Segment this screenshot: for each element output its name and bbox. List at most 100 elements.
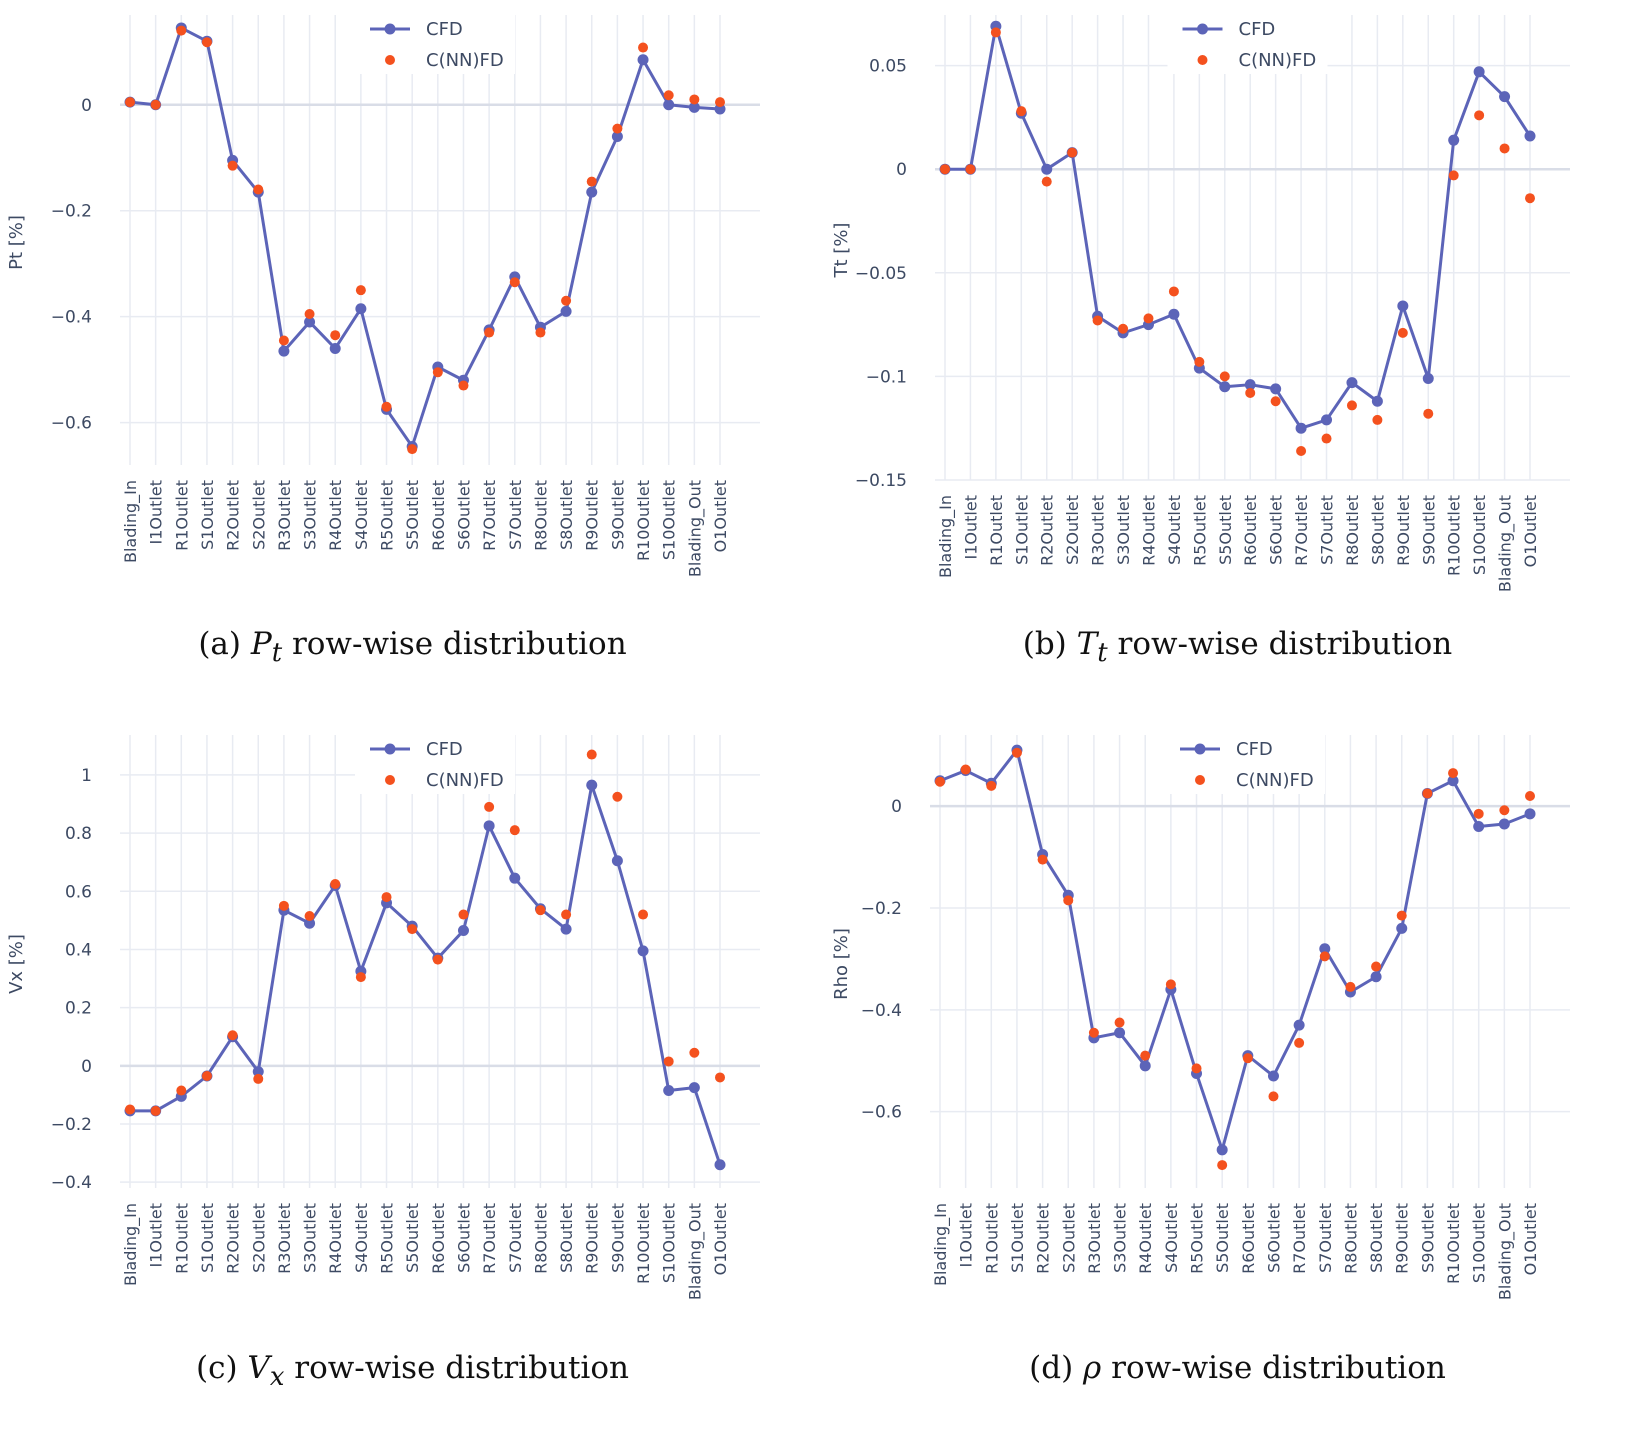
y-tick-label: 0.6 [65,882,92,902]
x-tick-label: S5Outlet [403,480,422,550]
x-tick-label: S4Outlet [1165,495,1184,565]
chart-svg-tt: 0.05 0 −0.05 −0.1 −0.15 Blading_In I1Outlet R1O… [831,12,1570,592]
grid [930,735,1570,1188]
legend-label-cfd: CFD [1236,739,1273,760]
y-tick-label: 0.8 [65,824,92,844]
point-cnnfd [381,892,392,903]
x-tick-label: S4Outlet [1162,1203,1181,1273]
x-tick-label: S8Outlet [1367,1203,1386,1273]
x-tick-label: S9Outlet [608,1203,627,1273]
point-cnnfd [1092,315,1103,326]
legend-marker-cnnfd [385,55,395,65]
point-cnnfd [407,924,418,935]
point-cfd [329,342,341,354]
point-cnnfd [1114,1017,1125,1028]
legend-marker-cfd [1197,23,1208,35]
x-tick-label: R5Outlet [378,1203,397,1274]
caption-suffix: row-wise distribution [1107,626,1453,662]
x-tick-label: S2Outlet [1063,495,1082,565]
x-tick-label: R3Outlet [275,480,294,551]
point-cnnfd [1088,1027,1099,1038]
point-cnnfd [990,27,1001,38]
point-cnnfd [432,954,443,965]
x-tick-label: Blading_Out [1496,495,1516,592]
point-cnnfd [1016,106,1027,117]
point-cnnfd [1525,193,1535,204]
y-tick-label: −0.2 [51,1115,92,1135]
series-line-cfd [945,24,1532,430]
point-cnnfd [715,97,725,108]
chart-panel-tt: 0.05 0 −0.05 −0.1 −0.15 Blading_In I1Outlet R1O… [825,0,1650,700]
point-cfd [1041,163,1053,175]
x-tick-label: R10Outlet [1444,1203,1463,1284]
y-tick-label: 0 [81,1057,92,1077]
point-cnnfd [965,164,976,175]
legend: CFD C(NN)FD [355,12,515,74]
point-cnnfd [612,123,623,134]
point-cnnfd [935,776,945,787]
x-tick-label: O1Outlet [711,480,730,552]
point-cnnfd [689,1047,700,1058]
point-cfd [1244,379,1256,391]
x-tick-label: S7Outlet [506,1203,525,1273]
point-cnnfd [1321,433,1332,444]
y-tick-label: −0.6 [51,414,92,434]
point-cfd [1473,66,1485,78]
point-cnnfd [1194,356,1205,367]
point-cnnfd [586,749,597,760]
point-cfd [1447,775,1459,787]
legend: CFD C(NN)FD [355,732,515,794]
point-cfd [1499,91,1511,103]
point-cfd [1270,383,1282,395]
point-cnnfd [381,401,392,412]
point-cnnfd [1397,327,1408,338]
point-cnnfd [125,97,135,108]
x-tick-label: Blading_In [931,1203,951,1286]
point-cnnfd [612,791,623,802]
x-tick-label: R7Outlet [480,480,499,551]
x-tick-label: R8Outlet [531,480,550,551]
x-tick-label: R4Outlet [326,1203,345,1274]
y-tick-label: 1 [81,766,92,786]
x-tick-label: S1Outlet [198,1203,217,1273]
grid [120,735,760,1188]
point-cnnfd [176,25,187,36]
point-cfd [560,923,572,935]
y-tick-label: −0.1 [866,367,907,387]
legend-label-cnnfd: C(NN)FD [426,770,504,791]
x-tick-label: R2Outlet [1034,1203,1053,1274]
x-tick-label: S6Outlet [454,480,473,550]
point-cnnfd [278,335,289,346]
point-cnnfd [638,909,649,920]
point-cnnfd [1118,323,1129,334]
point-cnnfd [432,367,443,378]
legend-label-cfd: CFD [1239,19,1276,40]
legend-bg [1167,12,1328,74]
x-tick-label: S1Outlet [1008,1203,1027,1273]
x-tick-label: Blading_Out [685,1203,705,1300]
y-tick-label: 0 [896,160,907,180]
legend-label-cnnfd: C(NN)FD [426,50,504,71]
point-cnnfd [940,164,950,175]
point-cnnfd [304,309,315,320]
caption-tt: (b) Tt row-wise distribution [825,626,1650,668]
y-axis-label: Rho [%] [831,928,852,1000]
x-tick-label: S6Outlet [454,1203,473,1273]
point-cnnfd [1448,170,1459,181]
point-cnnfd [1499,143,1510,154]
x-tick-label: S2Outlet [1059,1203,1078,1273]
x-tick-label: Blading_Out [685,480,705,577]
point-cnnfd [1346,400,1357,411]
point-cnnfd [201,37,212,48]
caption-prefix: (a) [198,626,251,662]
point-cfd [1371,395,1383,407]
x-tick-label: R9Outlet [583,1203,602,1274]
point-cfd [663,1085,675,1097]
point-cfd [560,305,572,317]
point-cnnfd [1423,408,1434,419]
x-tick-label: R6Outlet [1241,495,1260,566]
x-tick-label: R10Outlet [634,1203,653,1284]
x-tick-label: S6Outlet [1264,1203,1283,1273]
x-tick-label: R2Outlet [1038,495,1057,566]
y-axis-label: Tt [%] [831,223,852,279]
